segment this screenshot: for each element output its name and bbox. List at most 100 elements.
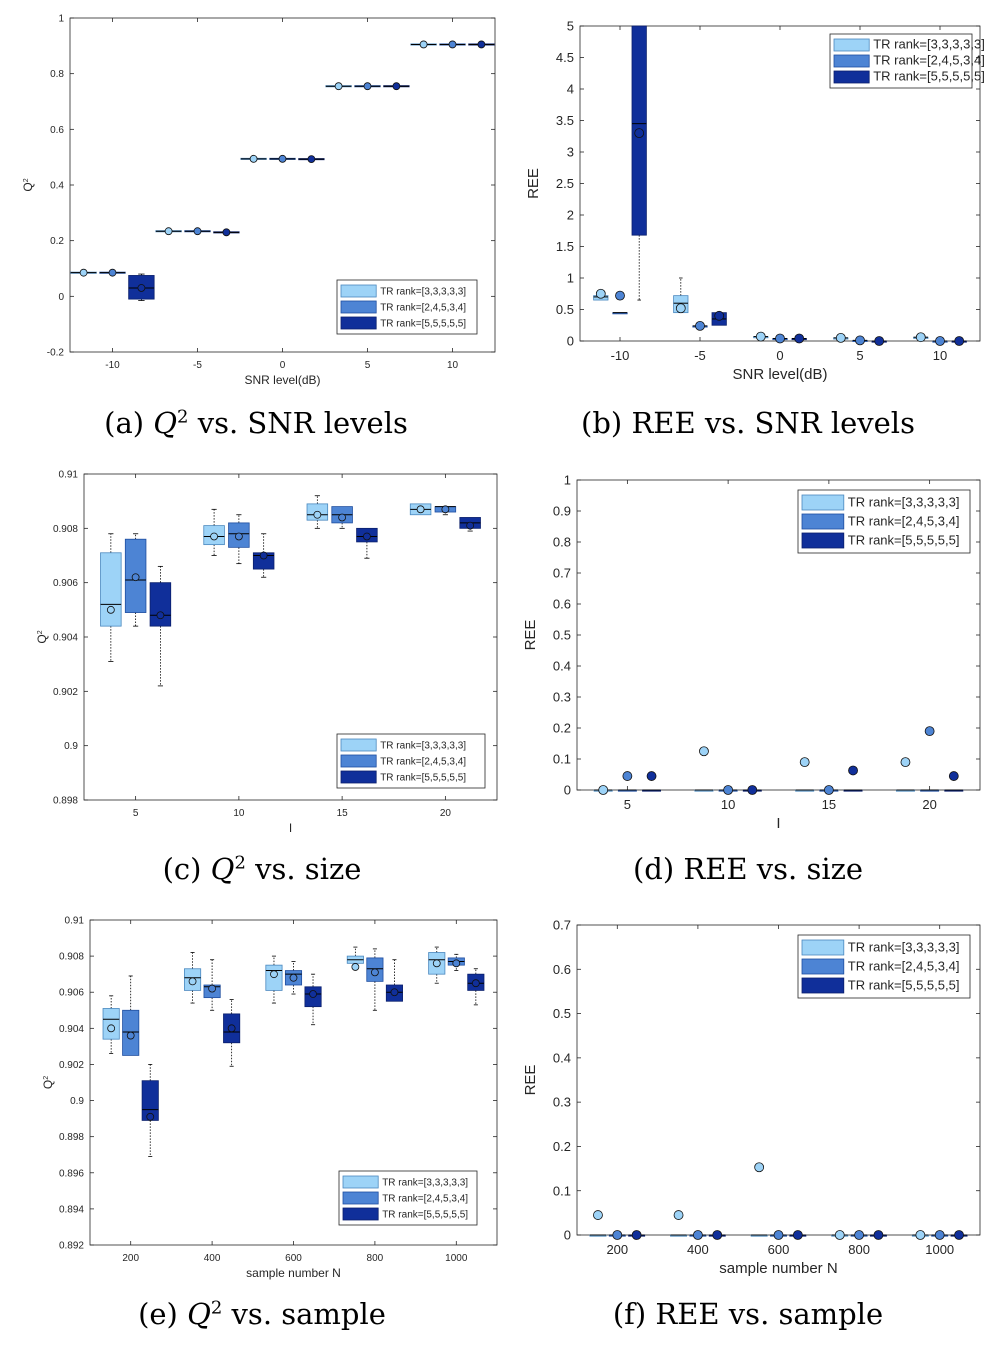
mean-marker — [631, 1230, 642, 1240]
mean-marker — [622, 771, 633, 781]
x-tick-label: 400 — [687, 1242, 709, 1257]
legend-swatch — [340, 300, 377, 314]
legend-label: TR rank=[5,5,5,5,5] — [873, 69, 985, 84]
mean-marker — [747, 785, 758, 795]
y-tick-label: 0.4 — [553, 659, 571, 674]
y-tick-label: 0.91 — [59, 470, 79, 481]
legend-label: TR rank=[3,3,3,3,3] — [848, 940, 960, 955]
mean-marker — [693, 1230, 703, 1240]
x-tick-label: -5 — [694, 348, 706, 363]
legend-swatch — [833, 54, 870, 68]
y-tick-label: 0.2 — [553, 721, 571, 736]
mean-marker — [392, 82, 401, 91]
mean-marker — [313, 510, 322, 519]
y-tick-label: 1 — [567, 271, 574, 286]
mean-marker — [794, 333, 805, 344]
legend-swatch — [342, 1175, 379, 1189]
y-axis-label-sup: 2 — [37, 630, 44, 634]
chart-d: 00.10.20.30.40.50.60.70.80.915 10 15 20IREE… — [522, 473, 981, 832]
mean-marker — [471, 979, 480, 988]
y-tick-label: 0.5 — [553, 628, 571, 643]
mean-marker — [108, 268, 117, 277]
y-tick-label: 0.906 — [59, 988, 84, 999]
x-tick-label: 15 — [822, 797, 836, 812]
x-tick-label: 200 — [606, 1242, 628, 1257]
mean-marker — [270, 970, 278, 979]
legend-label: TR rank=[3,3,3,3,3] — [873, 37, 985, 52]
mean-marker — [416, 505, 425, 514]
mean-marker — [363, 532, 371, 541]
mean-marker — [466, 521, 475, 530]
legend: TR rank=[3,3,3,3,3]TR rank=[2,4,5,3,4]TR… — [829, 33, 985, 89]
mean-marker — [452, 959, 461, 968]
x-tick-label: 800 — [848, 1242, 870, 1257]
y-axis-label: Q2 — [41, 1076, 55, 1089]
y-tick-label: 0.894 — [59, 1204, 84, 1215]
y-axis-label: Q2 — [35, 630, 49, 643]
legend-swatch — [342, 1207, 379, 1221]
mean-marker — [351, 963, 360, 971]
x-tick-label: 10 — [933, 348, 947, 363]
x-tick-label: 15 — [337, 808, 349, 819]
mean-marker — [193, 227, 202, 236]
y-tick-label: 0.908 — [53, 524, 78, 535]
mean-marker — [137, 284, 146, 292]
mean-marker — [126, 1031, 135, 1040]
mean-marker — [210, 532, 218, 541]
legend-swatch — [801, 532, 845, 549]
y-axis-label-sup: 2 — [23, 178, 30, 182]
y-tick-label: 0.9 — [70, 1096, 84, 1107]
mean-marker — [334, 82, 343, 91]
mean-marker — [448, 40, 457, 49]
y-axis-label: REE — [525, 168, 542, 199]
y-tick-label: 0 — [567, 334, 574, 349]
legend-label: TR rank=[5,5,5,5,5] — [848, 978, 960, 993]
mean-marker — [775, 333, 785, 344]
legend: TR rank=[3,3,3,3,3]TR rank=[2,4,5,3,4]TR… — [336, 279, 478, 335]
x-tick-label: 400 — [204, 1253, 221, 1264]
mean-marker — [854, 1230, 864, 1240]
y-tick-label: 0.908 — [59, 952, 84, 963]
x-tick-label: 0 — [776, 348, 783, 363]
y-tick-label: 0 — [564, 783, 571, 798]
mean-marker — [873, 1230, 884, 1240]
x-axis-label: sample number N — [246, 1266, 341, 1280]
y-tick-label: 0.6 — [553, 597, 571, 612]
chart-e: 0.892 0.894 0.896 0.898 0.9 0.902 0.904 0.906 0.… — [41, 916, 498, 1280]
x-tick-label: 5 — [133, 808, 139, 819]
mean-marker — [699, 746, 709, 757]
x-tick-label: -5 — [193, 360, 202, 371]
y-tick-label: 4 — [567, 82, 574, 97]
y-axis-label: Q2 — [21, 178, 35, 191]
x-axis-label: I — [289, 821, 292, 835]
legend-swatch — [340, 284, 377, 298]
mean-marker — [370, 968, 379, 977]
mean-marker — [363, 82, 372, 91]
y-tick-label: 0.7 — [553, 918, 571, 933]
y-tick-label: 1.5 — [556, 239, 574, 254]
y-axis-label: REE — [522, 1065, 539, 1096]
mean-marker — [156, 611, 165, 620]
y-tick-label: 0.904 — [53, 633, 78, 644]
legend-swatch — [340, 754, 377, 768]
legend: TR rank=[3,3,3,3,3]TR rank=[2,4,5,3,4]TR… — [338, 1170, 478, 1226]
y-tick-label: 0.898 — [59, 1132, 84, 1143]
legend-swatch — [833, 38, 870, 52]
mean-marker — [598, 785, 609, 795]
mean-marker — [673, 1210, 684, 1220]
legend-swatch — [342, 1191, 379, 1205]
y-tick-label: 0.4 — [50, 181, 64, 192]
y-tick-label: 0.6 — [50, 125, 64, 136]
y-tick-label: 0.9 — [553, 504, 571, 519]
mean-marker — [934, 1230, 945, 1240]
legend: TR rank=[3,3,3,3,3]TR rank=[2,4,5,3,4]TR… — [797, 489, 971, 554]
x-tick-label: -10 — [105, 360, 120, 371]
y-tick-label: 0.896 — [59, 1168, 84, 1179]
mean-marker — [338, 513, 347, 522]
x-tick-label: 5 — [624, 797, 631, 812]
mean-marker — [249, 154, 258, 163]
legend-label: TR rank=[5,5,5,5,5] — [848, 533, 960, 548]
y-tick-label: 0.8 — [553, 535, 571, 550]
y-axis-label: REE — [522, 620, 539, 651]
x-tick-label: 1000 — [925, 1242, 954, 1257]
